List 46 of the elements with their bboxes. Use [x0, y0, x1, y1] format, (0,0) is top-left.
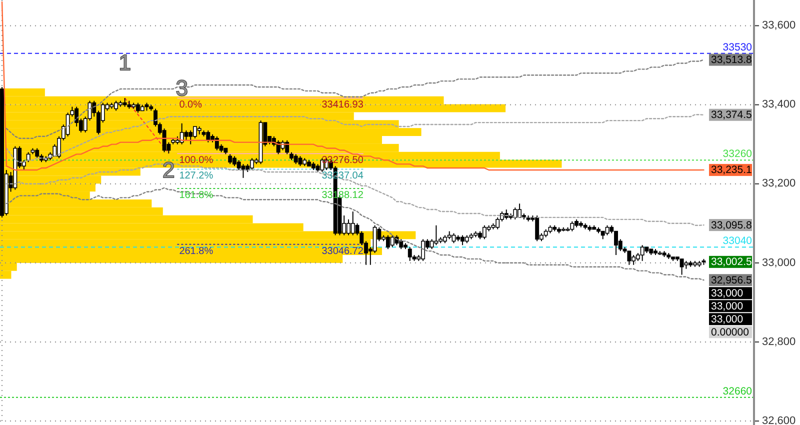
candlestick	[372, 224, 377, 254]
annotation: 33,000	[711, 287, 744, 300]
annotation: 261.8%	[179, 246, 214, 257]
ref-line-label: 32660	[722, 385, 752, 398]
ref-line-label: 33530	[722, 41, 752, 54]
price-tag: 0.00000	[709, 326, 752, 338]
annotation: 127.2%	[179, 170, 214, 182]
price-tag: 32,956.5	[709, 274, 752, 286]
candlestick	[184, 130, 188, 141]
candlestick	[350, 211, 355, 236]
candlestick	[627, 250, 632, 266]
candlestick	[570, 220, 574, 232]
annotation: 0.0%	[179, 99, 202, 110]
candlestick	[399, 238, 404, 250]
candlestick	[680, 258, 684, 276]
y-tick-label: 33,200	[762, 178, 796, 190]
price-tag: 33,000	[709, 300, 752, 312]
price-tag: 33,513.8	[709, 54, 752, 66]
price-tag: 33,000	[709, 313, 752, 326]
candlestick	[640, 244, 644, 262]
price-tag: 33,095.8	[709, 219, 752, 232]
candlestick	[298, 156, 302, 167]
y-tick-label: 33,600	[762, 20, 796, 32]
price-tag: 33,374.5	[709, 108, 752, 122]
ref-line-label: 33416.93	[322, 99, 364, 110]
price-tag: 33,235.1	[709, 164, 752, 176]
annotation: 1	[118, 50, 131, 76]
candlestick	[513, 207, 518, 220]
y-tick-label: 33,000	[762, 256, 796, 269]
ref-line-label: 33046.72	[322, 246, 364, 257]
price-tag: 33,000	[709, 287, 752, 300]
price-tag: 33,002.5	[709, 256, 752, 268]
candlestick	[162, 128, 166, 153]
y-tick-label: 32,600	[762, 414, 796, 425]
candlestick	[390, 234, 394, 248]
annotation: 161.8%	[179, 190, 214, 201]
candlestick	[294, 154, 298, 165]
ref-line-label: 33260	[722, 148, 752, 160]
ref-line-label: 33040	[722, 235, 752, 248]
y-tick-label: 32,800	[762, 336, 796, 348]
annotation: 100.0%	[179, 155, 214, 166]
annotation: 33,000	[711, 300, 744, 312]
candlestick	[434, 224, 438, 246]
candlestick	[228, 154, 232, 165]
annotation: 33,000	[711, 313, 744, 326]
y-tick-label: 33,400	[762, 98, 796, 111]
